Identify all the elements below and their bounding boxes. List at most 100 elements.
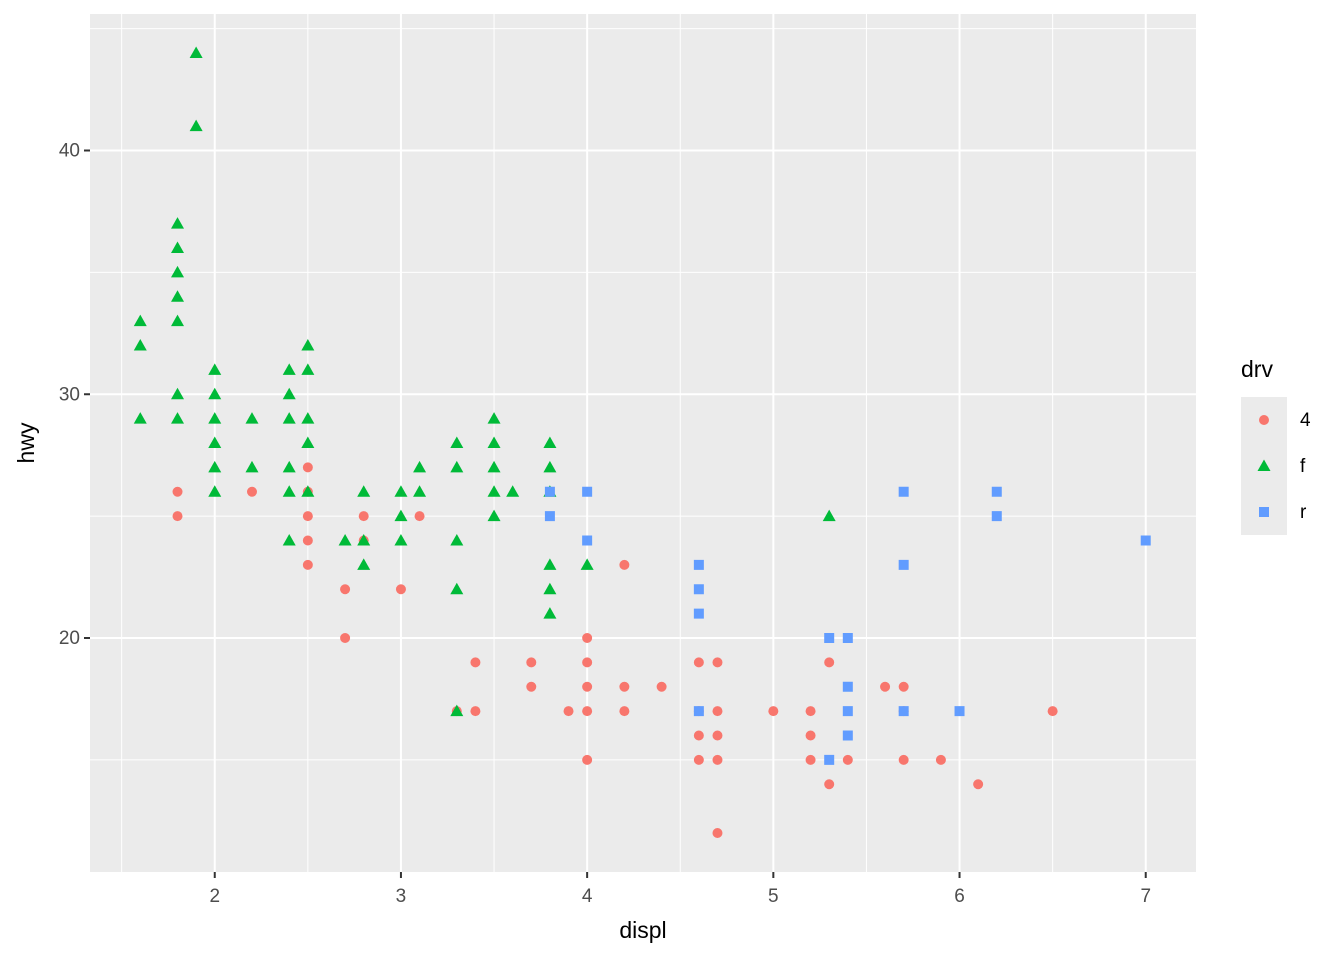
point bbox=[208, 363, 222, 375]
point bbox=[450, 582, 464, 595]
panel bbox=[90, 14, 1196, 872]
legend-key bbox=[1257, 459, 1271, 471]
point bbox=[301, 485, 315, 497]
point bbox=[450, 534, 464, 546]
point bbox=[582, 657, 593, 668]
point bbox=[582, 706, 593, 717]
legend-key bbox=[1259, 507, 1269, 517]
point bbox=[842, 754, 853, 765]
point bbox=[991, 486, 1002, 497]
x-tick-label: 5 bbox=[768, 886, 779, 907]
point bbox=[171, 412, 185, 424]
point bbox=[189, 46, 203, 58]
point bbox=[246, 486, 257, 497]
point bbox=[805, 706, 816, 717]
point bbox=[954, 706, 965, 717]
y-tick-label: 40 bbox=[59, 141, 80, 162]
x-tick-label: 4 bbox=[582, 886, 593, 907]
point bbox=[898, 706, 909, 717]
point bbox=[282, 387, 296, 400]
point bbox=[712, 730, 723, 741]
legend-label: f bbox=[1300, 456, 1306, 477]
point bbox=[340, 633, 351, 643]
point bbox=[282, 363, 296, 375]
point bbox=[543, 607, 557, 619]
point bbox=[880, 681, 891, 692]
point bbox=[712, 754, 723, 765]
point bbox=[935, 754, 946, 765]
point bbox=[282, 485, 296, 497]
point bbox=[282, 534, 296, 546]
point bbox=[282, 460, 296, 473]
y-tick-label: 20 bbox=[59, 628, 80, 649]
point bbox=[414, 511, 425, 522]
point bbox=[301, 363, 315, 375]
point bbox=[338, 534, 352, 546]
y-axis-label: hwy bbox=[13, 422, 39, 463]
point bbox=[487, 509, 501, 522]
x-tick-label: 7 bbox=[1140, 886, 1151, 907]
point bbox=[543, 460, 557, 473]
point bbox=[301, 436, 315, 448]
point bbox=[543, 558, 557, 570]
point bbox=[824, 754, 835, 765]
point bbox=[824, 779, 835, 790]
point bbox=[487, 485, 501, 497]
point bbox=[172, 511, 183, 522]
point bbox=[208, 412, 222, 424]
point bbox=[357, 534, 371, 546]
point bbox=[842, 706, 853, 717]
point bbox=[824, 657, 835, 668]
point bbox=[582, 535, 593, 546]
point bbox=[805, 730, 816, 741]
point bbox=[172, 486, 183, 497]
point bbox=[394, 534, 408, 546]
point bbox=[526, 681, 537, 692]
legend-title: drv bbox=[1241, 356, 1273, 382]
point bbox=[208, 387, 222, 400]
point bbox=[898, 681, 909, 692]
point bbox=[487, 412, 501, 424]
point bbox=[898, 754, 909, 765]
point bbox=[487, 460, 501, 473]
point bbox=[712, 706, 723, 717]
point bbox=[544, 511, 555, 522]
point bbox=[824, 633, 835, 643]
point bbox=[619, 559, 630, 570]
point bbox=[693, 706, 704, 717]
point bbox=[656, 681, 667, 692]
point bbox=[470, 706, 481, 717]
point bbox=[394, 509, 408, 522]
point bbox=[413, 485, 427, 497]
point bbox=[171, 314, 185, 327]
point bbox=[898, 559, 909, 570]
point bbox=[973, 779, 984, 790]
point bbox=[580, 558, 594, 570]
point bbox=[208, 436, 222, 448]
point bbox=[693, 584, 704, 595]
point bbox=[395, 584, 406, 595]
point bbox=[991, 511, 1002, 522]
point bbox=[282, 412, 296, 424]
point bbox=[301, 412, 315, 424]
point bbox=[693, 754, 704, 765]
point bbox=[171, 265, 185, 278]
point bbox=[842, 633, 853, 643]
point bbox=[302, 462, 313, 473]
point bbox=[506, 485, 520, 497]
point bbox=[171, 241, 185, 253]
point bbox=[543, 582, 557, 595]
point bbox=[582, 681, 593, 692]
point bbox=[301, 339, 315, 351]
legend-label: r bbox=[1300, 502, 1307, 523]
point bbox=[133, 314, 147, 327]
x-axis-label: displ bbox=[619, 917, 666, 943]
y-tick-label: 30 bbox=[59, 384, 80, 405]
point bbox=[413, 460, 427, 473]
point bbox=[189, 119, 203, 132]
point bbox=[487, 436, 501, 448]
point bbox=[245, 460, 259, 473]
point bbox=[357, 558, 371, 570]
point bbox=[450, 436, 464, 448]
